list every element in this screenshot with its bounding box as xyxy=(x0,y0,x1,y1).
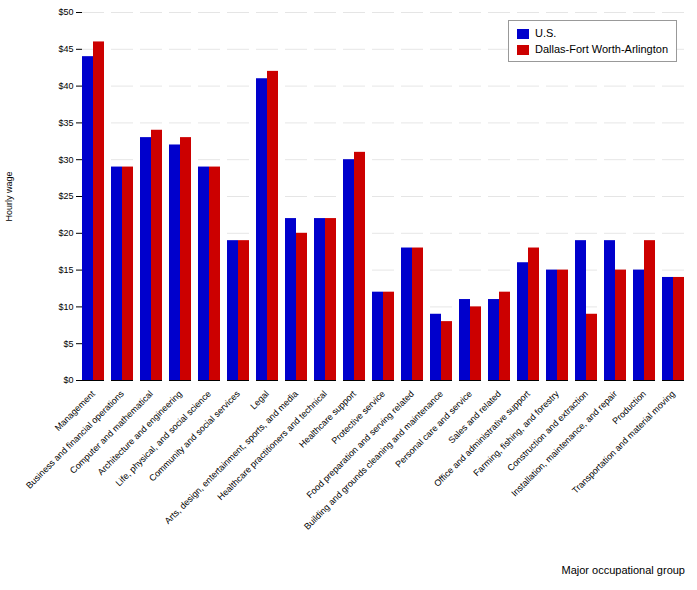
svg-text:$50: $50 xyxy=(58,7,73,17)
svg-text:Construction and extraction: Construction and extraction xyxy=(505,388,590,474)
html-text:Major occupational group: Major occupational group xyxy=(561,564,685,576)
svg-text:Farming, fishing, and forestry: Farming, fishing, and forestry xyxy=(471,388,561,479)
svg-text:Transportation and material mo: Transportation and material moving xyxy=(570,389,677,496)
svg-text:$35: $35 xyxy=(58,118,73,128)
svg-text:Protective service: Protective service xyxy=(330,389,387,446)
svg-text:$10: $10 xyxy=(58,302,73,312)
svg-text:$5: $5 xyxy=(63,339,73,349)
svg-text:$40: $40 xyxy=(58,81,73,91)
svg-text:Healthcare support: Healthcare support xyxy=(297,388,358,450)
svg-text:Computer and mathematical: Computer and mathematical xyxy=(67,388,155,476)
svg-text:Architecture and engineering: Architecture and engineering xyxy=(95,388,184,478)
svg-text:$20: $20 xyxy=(58,228,73,238)
html-text:U.S.: U.S. xyxy=(534,27,557,39)
svg-text:Healthcare practitioners and t: Healthcare practitioners and technical xyxy=(215,388,329,503)
svg-text:$45: $45 xyxy=(58,44,73,54)
svg-text:Installation, maintenance, and: Installation, maintenance, and repair xyxy=(509,389,619,499)
svg-text:Business and financial operati: Business and financial operations xyxy=(24,388,126,491)
svg-text:Management: Management xyxy=(52,388,97,433)
svg-text:$0: $0 xyxy=(63,375,73,385)
svg-text:$30: $30 xyxy=(58,155,73,165)
svg-text:Community and social services: Community and social services xyxy=(147,388,242,483)
svg-text:Arts, design, entertainment, s: Arts, design, entertainment, sports, and… xyxy=(163,389,300,526)
html-text:Dallas-Fort Worth-Arlington: Dallas-Fort Worth-Arlington xyxy=(534,43,668,55)
svg-text:Hourly wage: Hourly wage xyxy=(4,171,14,221)
svg-text:Life, physical, and social sci: Life, physical, and social science xyxy=(113,388,213,489)
svg-text:Production: Production xyxy=(610,388,648,427)
svg-text:$25: $25 xyxy=(58,191,73,201)
svg-text:Personal care and service: Personal care and service xyxy=(393,388,474,470)
svg-text:Sales and related: Sales and related xyxy=(446,389,503,446)
svg-text:$15: $15 xyxy=(58,265,73,275)
svg-text:Building and grounds cleaning: Building and grounds cleaning and mainte… xyxy=(302,389,445,532)
svg-text:Legal: Legal xyxy=(248,389,271,412)
svg-text:Food preparation and serving r: Food preparation and serving related xyxy=(305,389,416,500)
svg-text:Office and administrative supp: Office and administrative support xyxy=(432,388,532,489)
